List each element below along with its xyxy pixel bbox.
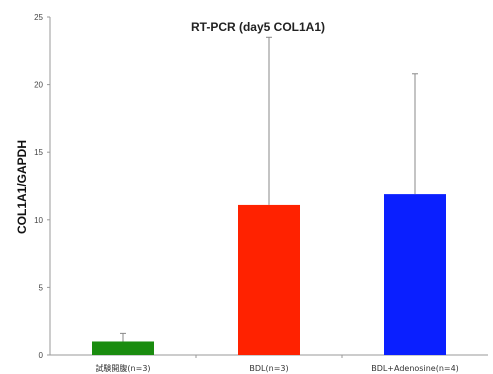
x-tick-label: BDL(n=3): [249, 364, 288, 373]
bars: [92, 194, 446, 355]
y-tick-label: 20: [34, 81, 43, 90]
y-tick-label: 5: [39, 283, 44, 292]
y-tick-label: 10: [34, 216, 43, 225]
x-axis: [50, 354, 488, 358]
bar: [384, 194, 446, 355]
bar: [92, 341, 154, 355]
y-tick-label: 25: [34, 13, 43, 22]
y-tick-label: 0: [39, 351, 44, 360]
error-bars: [120, 36, 418, 342]
y-axis: 0 5 10 15 20 25: [34, 13, 51, 360]
x-tick-label: 試験開腹(n=3): [95, 363, 150, 373]
x-tick-label: BDL+Adenosine(n=4): [371, 364, 459, 373]
x-tick-labels: 試験開腹(n=3) BDL(n=3) BDL+Adenosine(n=4): [95, 363, 458, 373]
y-tick-label: 15: [34, 148, 43, 157]
y-axis-label: COL1A1/GAPDH: [15, 140, 29, 234]
bar: [238, 204, 300, 355]
chart-title: RT-PCR (day5 COL1A1): [191, 20, 325, 34]
